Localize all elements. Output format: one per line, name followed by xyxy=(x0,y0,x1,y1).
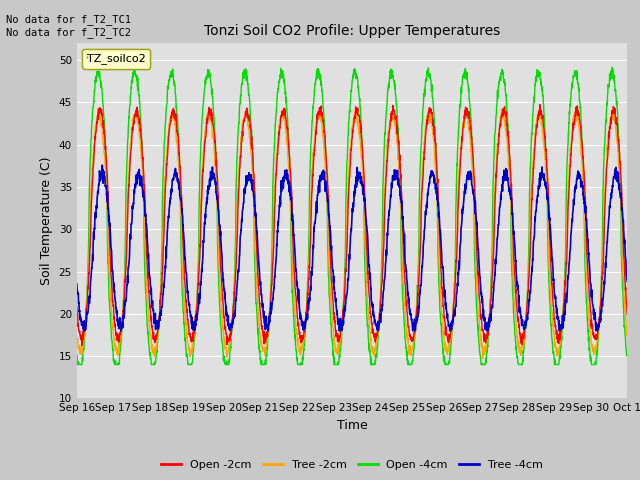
Legend: TZ_soilco2: TZ_soilco2 xyxy=(83,49,150,69)
X-axis label: Time: Time xyxy=(337,419,367,432)
Title: Tonzi Soil CO2 Profile: Upper Temperatures: Tonzi Soil CO2 Profile: Upper Temperatur… xyxy=(204,24,500,38)
Text: No data for f_T2_TC1
No data for f_T2_TC2: No data for f_T2_TC1 No data for f_T2_TC… xyxy=(6,14,131,38)
Y-axis label: Soil Temperature (C): Soil Temperature (C) xyxy=(40,156,53,285)
Legend: Open -2cm, Tree -2cm, Open -4cm, Tree -4cm: Open -2cm, Tree -2cm, Open -4cm, Tree -4… xyxy=(157,456,547,474)
